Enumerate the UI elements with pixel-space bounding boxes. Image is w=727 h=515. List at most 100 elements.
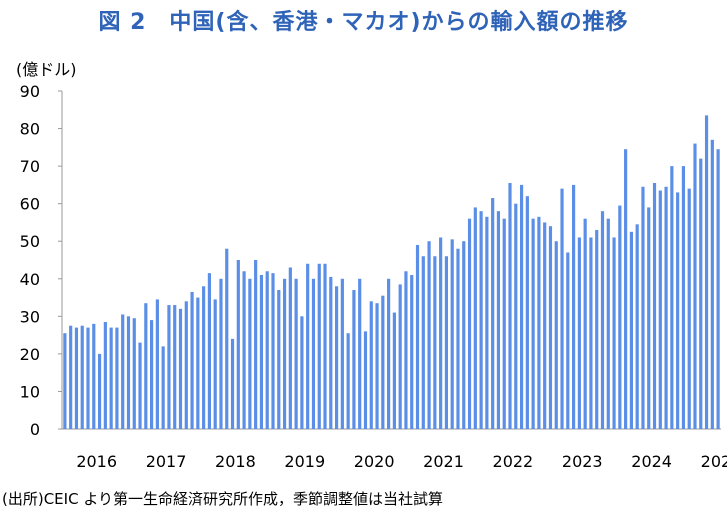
- bar: [560, 188, 564, 429]
- bar: [427, 241, 431, 429]
- y-tick-label: 70: [20, 157, 40, 176]
- bar: [647, 207, 651, 429]
- bar: [242, 271, 246, 429]
- bar: [225, 248, 229, 429]
- y-tick-label: 90: [20, 82, 40, 101]
- bar: [404, 271, 408, 429]
- bar: [473, 207, 477, 429]
- bar: [491, 198, 495, 429]
- bar: [103, 321, 107, 429]
- bar: [444, 256, 449, 429]
- bar: [387, 278, 391, 429]
- bar: [600, 211, 605, 429]
- bar: [612, 237, 616, 429]
- bar: [664, 186, 668, 429]
- bar: [676, 192, 680, 429]
- bar: [462, 241, 466, 429]
- bar: [254, 260, 258, 429]
- x-tick-label: 2021: [423, 452, 464, 471]
- bar: [340, 278, 344, 429]
- bar: [433, 256, 437, 429]
- bar: [618, 205, 622, 429]
- bar: [86, 327, 90, 429]
- bar: [126, 316, 131, 429]
- bar: [190, 291, 194, 429]
- bar: [606, 218, 610, 429]
- x-axis: 2016 2017 2018 2019 2020 2021 2022 2023 2024 2025: [76, 452, 727, 471]
- bar: [150, 320, 154, 429]
- bar: [334, 286, 339, 429]
- bar: [144, 303, 148, 429]
- bar: [572, 184, 576, 429]
- bar: [375, 303, 379, 429]
- bar: [392, 312, 396, 429]
- bar: [184, 301, 188, 429]
- y-axis-unit-label: (億ドル): [16, 60, 77, 79]
- bar: [80, 325, 84, 429]
- bar: [467, 218, 472, 429]
- bar: [502, 218, 506, 429]
- bar: [710, 139, 714, 429]
- bar: [219, 278, 223, 429]
- bar: [138, 342, 142, 429]
- x-tick-label: 2018: [215, 452, 256, 471]
- bar: [92, 323, 96, 429]
- x-tick-label: 2020: [354, 452, 395, 471]
- bar: [230, 338, 235, 429]
- bar: [693, 143, 697, 429]
- bar: [450, 239, 454, 429]
- bar: [525, 196, 529, 429]
- bar: [311, 278, 316, 429]
- bar: [173, 305, 177, 429]
- x-tick-label: 2022: [493, 452, 534, 471]
- bar: [317, 263, 321, 429]
- bar: [670, 166, 674, 430]
- bar: [265, 271, 269, 429]
- bar: [687, 188, 691, 429]
- bar: [589, 237, 593, 429]
- bar: [277, 290, 281, 429]
- bar: [508, 183, 512, 429]
- source-note: (出所)CEIC より第一生命経済研究所作成，季節調整値は当社試算: [2, 490, 444, 508]
- bar: [271, 273, 275, 429]
- y-tick-label: 80: [20, 120, 40, 139]
- y-tick-label: 20: [20, 345, 40, 364]
- bar: [641, 186, 645, 429]
- bar: [595, 229, 599, 429]
- bar: [543, 222, 547, 429]
- bar: [97, 353, 102, 429]
- bar: [346, 333, 350, 429]
- bar: [155, 299, 159, 429]
- bar: [566, 252, 570, 429]
- x-tick-label: 2019: [284, 452, 325, 471]
- bar: [681, 166, 686, 430]
- bar: [115, 327, 119, 429]
- bar: [624, 149, 628, 429]
- bar: [704, 115, 709, 429]
- bar: [531, 218, 535, 429]
- bar-series: [63, 115, 720, 430]
- bar: [537, 216, 541, 429]
- bar: [548, 226, 553, 429]
- bar: [248, 278, 252, 429]
- y-tick-label: 40: [20, 270, 40, 289]
- bar: [352, 290, 356, 429]
- bar: [161, 346, 165, 429]
- y-axis: 0 10 20 30 40 50 60 70 80 90: [20, 82, 62, 439]
- x-tick-label: 2016: [76, 452, 117, 471]
- bar: [196, 297, 200, 429]
- bar: [479, 211, 483, 429]
- bar: [456, 248, 460, 429]
- bar: [132, 318, 136, 429]
- bar: [652, 183, 657, 429]
- bar: [519, 184, 524, 429]
- x-tick-label: 2023: [562, 452, 603, 471]
- bar: [213, 299, 217, 429]
- y-tick-label: 60: [20, 195, 40, 214]
- y-tick-label: 10: [20, 382, 40, 401]
- bar: [635, 224, 639, 429]
- bar: [167, 305, 171, 429]
- bar: [202, 286, 206, 429]
- chart-title: 図 2 中国(含、香港・マカオ)からの輸入額の推移: [98, 10, 629, 35]
